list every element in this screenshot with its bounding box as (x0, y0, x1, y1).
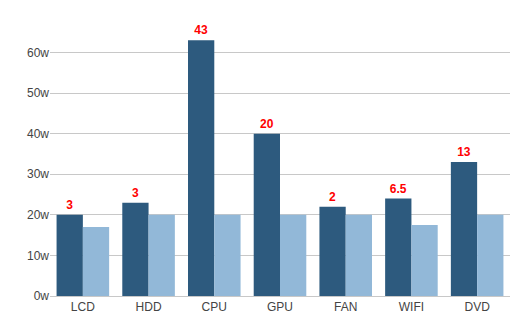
svg-text:DVD: DVD (464, 300, 490, 314)
svg-text:40w: 40w (27, 127, 49, 141)
svg-text:CPU: CPU (202, 300, 227, 314)
svg-text:13: 13 (457, 145, 471, 159)
svg-text:0w: 0w (34, 289, 50, 303)
svg-text:50w: 50w (27, 86, 49, 100)
svg-text:WIFI: WIFI (399, 300, 424, 314)
svg-text:LCD: LCD (71, 300, 95, 314)
svg-text:3: 3 (66, 198, 73, 212)
svg-text:GPU: GPU (267, 300, 293, 314)
svg-text:HDD: HDD (136, 300, 162, 314)
svg-text:60w: 60w (27, 46, 49, 60)
svg-text:3: 3 (132, 186, 139, 200)
svg-text:20: 20 (260, 117, 274, 131)
svg-text:6.5: 6.5 (390, 182, 407, 196)
svg-text:43: 43 (194, 23, 208, 37)
svg-text:30w: 30w (27, 167, 49, 181)
svg-text:FAN: FAN (334, 300, 357, 314)
svg-text:10w: 10w (27, 249, 49, 263)
svg-text:2: 2 (329, 190, 336, 204)
svg-text:20w: 20w (27, 208, 49, 222)
